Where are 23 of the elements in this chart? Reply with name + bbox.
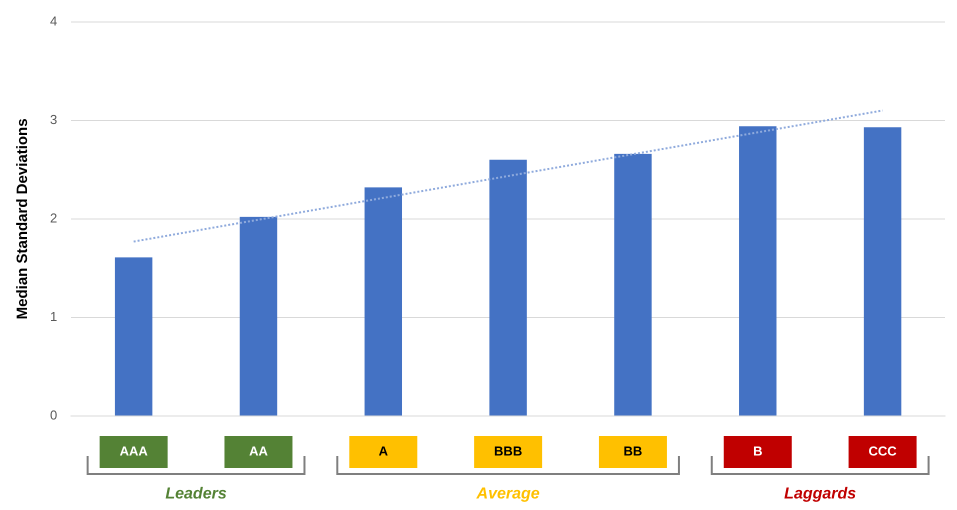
y-tick-label: 1 — [50, 309, 58, 324]
y-axis-title: Median Standard Deviations — [14, 118, 32, 320]
x-tick-label: BBB — [494, 444, 522, 459]
x-tick-label: CCC — [868, 444, 898, 459]
text: Laggards — [784, 485, 856, 502]
y-tick-label: 0 — [50, 408, 58, 423]
bar — [614, 154, 652, 416]
bar — [240, 216, 278, 416]
x-tick-label: B — [753, 444, 762, 459]
x-tick-label: AA — [249, 444, 268, 459]
x-tick-label: BB — [624, 444, 642, 459]
bar — [114, 257, 152, 416]
bar — [489, 160, 527, 416]
bar — [364, 187, 402, 416]
y-tick-label: 3 — [50, 112, 58, 127]
text: Average — [476, 485, 540, 502]
text: Leaders — [165, 485, 227, 502]
y-tick-label: 2 — [50, 210, 58, 226]
y-tick-label: 4 — [50, 13, 58, 28]
bar — [864, 127, 902, 416]
x-tick-label: AAA — [120, 444, 148, 459]
x-tick-label: A — [378, 444, 389, 459]
bar — [739, 126, 776, 416]
